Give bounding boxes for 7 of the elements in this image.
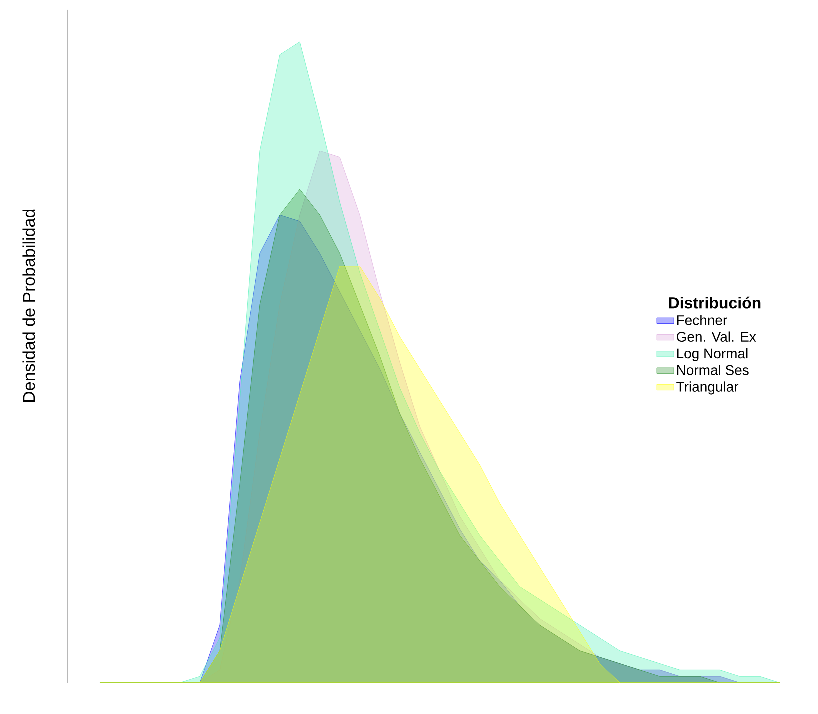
legend-label: Log Normal — [677, 348, 748, 362]
legend-title: Distribución — [669, 296, 761, 309]
legend-label: Fechner — [677, 315, 728, 326]
legend-label: Triangular — [676, 382, 739, 395]
y-axis-title: Densidad de Probabilidad — [22, 210, 36, 402]
legend-label: Normal Ses — [677, 365, 749, 376]
legend-label: Gen. Val. Ex — [676, 332, 756, 342]
